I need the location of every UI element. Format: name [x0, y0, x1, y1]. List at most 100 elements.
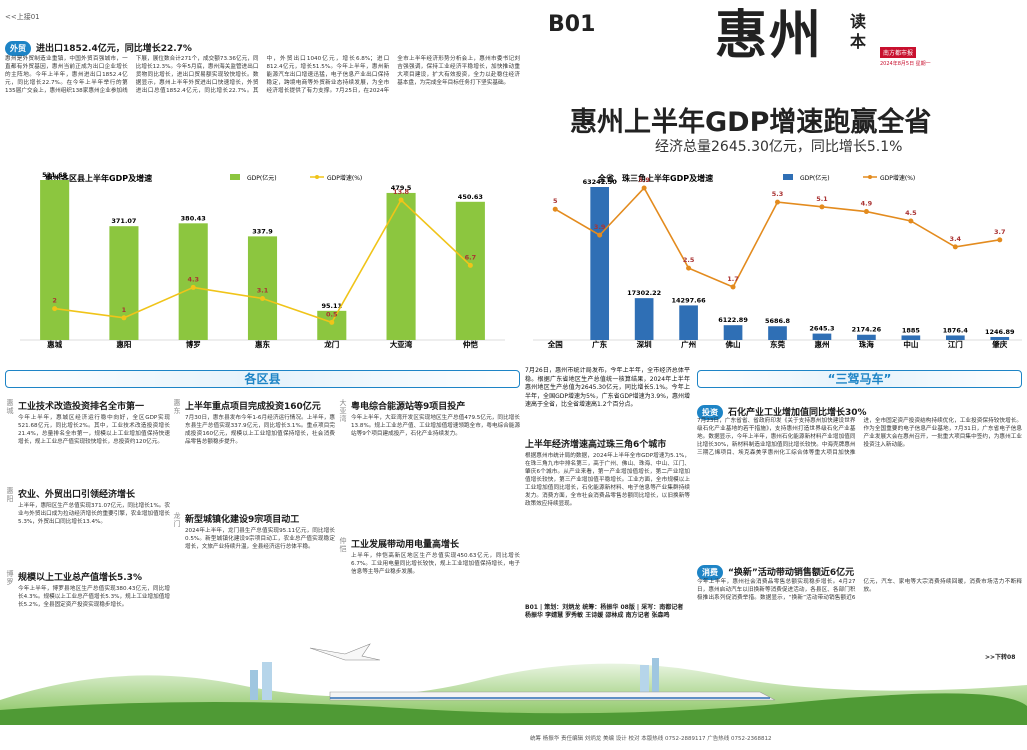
district-area: 龙门 [173, 512, 181, 528]
x-tick-label: 惠东 [255, 339, 270, 349]
x-tick-label: 肇庆 [991, 339, 1008, 349]
district-chart: 惠州各区县上半年GDP及增速 GDP(亿元) GDP增速(%) 惠城 惠阳 博罗 惠东 龙门 大… [20, 171, 505, 349]
chart-title: 惠州各区县上半年GDP及增速 [45, 173, 152, 183]
bar-value-label: 521.68 [42, 171, 68, 179]
growth-point [398, 197, 404, 203]
drivers-banner: “三驾马车” [697, 370, 1022, 388]
district-title: 工业技术改造投资排名全市第一 [18, 402, 145, 412]
credits: B01 | 策划：刘炳龙 统筹：杨振华 08版 | 采写：南都记者 杨振华 李婧… [525, 604, 684, 619]
bar [901, 335, 921, 340]
bar [317, 310, 347, 340]
consume-title: “换新”活动带动销售额近6亿元 [728, 568, 855, 578]
bar-value-label: 380.43 [181, 214, 206, 222]
growth-value-label: 1.7 [727, 275, 739, 283]
growth-value-label: 2 [52, 297, 57, 305]
district-body: 上半年，仲恺高新区地区生产总值实现450.63亿元，同比增长6.7%。工业用电量… [351, 553, 520, 575]
legend-swatch [783, 174, 793, 180]
bar-value-label: 1876.4 [943, 326, 969, 334]
district-area: 大亚湾 [339, 399, 347, 423]
x-tick-label: 江门 [948, 339, 963, 349]
growth-point [552, 206, 558, 212]
bar-value-label: 479.5 [391, 184, 412, 192]
x-tick-label: 大亚湾 [390, 339, 413, 349]
x-tick-label: 珠海 [859, 339, 875, 349]
district-body: 今年上半年，惠城区经济运行稳中向好，全区GDP实现521.68亿元，同比增长2%… [18, 415, 170, 445]
bar [857, 334, 876, 340]
district-banner: 各区县 [5, 370, 520, 388]
growth-point [863, 209, 869, 215]
legend-label: GDP增速(%) [880, 174, 915, 182]
district-item: 惠阳 农业、外贸出口引领经济增长 上半年，惠阳区生产总值实现371.07亿元，同比增… [5, 485, 170, 565]
growth-point [52, 306, 58, 312]
x-tick-label: 惠州 [814, 339, 829, 349]
jump-to: >>下转08 [985, 654, 1016, 661]
invest-title: 石化产业工业增加值同比增长30% [728, 408, 867, 418]
consume-body: 今年上半年，惠州社会消费品零售总额实现稳步增长。4月27日，惠州启动汽车以旧换新… [697, 579, 1022, 601]
bar [945, 335, 965, 340]
invest-body: 7月23日，广东省省、省政府印发《关于支持惠州加快建设世界级石化产业基地的若干措… [697, 418, 1022, 456]
growth-point [952, 244, 958, 250]
district-item: 惠城 工业技术改造投资排名全市第一 今年上半年，惠城区经济运行稳中向好，全区GDP实… [5, 397, 170, 479]
district-body: 2024年上半年，龙门县生产总值实现95.11亿元，同比增长0.5%。新型城镇化… [185, 528, 335, 550]
economy-title: 上半年经济增速高过珠三角6个城市 [525, 440, 667, 450]
legend-label: GDP(亿元) [800, 174, 830, 182]
district-title: 新型城镇化建设9宗项目动工 [185, 515, 300, 525]
district-body: 今年上半年，博罗县地区生产总值实现380.43亿元，同比增长4.3%。规模以上工… [18, 586, 170, 608]
growth-point [819, 204, 825, 210]
bar-value-label: 1246.89 [985, 328, 1015, 336]
economy-intro: 7月26日，惠州市统计局发布，今年上半年，全市经济总体平稳。根据广东省地区生产总… [525, 367, 690, 408]
bar-value-label: 337.9 [252, 227, 273, 235]
bar-value-label: 17302.22 [627, 289, 661, 297]
district-area: 惠东 [173, 399, 181, 415]
district-item: 大亚湾 粤电综合能源站等9项目投产 今年上半年，大亚湾开发区实现地区生产总值479.… [338, 397, 520, 530]
bar-value-label: 2174.26 [852, 326, 882, 334]
district-item: 博罗 规模以上工业总产值增长5.3% 今年上半年，博罗县地区生产总值实现380.43… [5, 568, 170, 640]
date: 2024年8月5日 星期一 [880, 61, 931, 67]
bar [109, 226, 139, 340]
masthead: 惠州 [715, 6, 824, 66]
bar-value-label: 1885 [902, 326, 921, 334]
paper-name: 南方都市报 [880, 47, 917, 58]
consume-heading: 消费 “换新”活动带动销售额近6亿元 [697, 560, 854, 580]
x-tick-label: 仲恺 [463, 339, 478, 349]
growth-value-label: 1 [122, 306, 127, 314]
region-chart: 全省、珠三角上半年GDP及增速 GDP(亿元) GDP增速(%) 全国 广东 深圳 广州 佛山… [533, 173, 1022, 349]
x-tick-label: 深圳 [637, 339, 652, 349]
invest-heading: 投资 石化产业工业增加值同比增长30% [697, 400, 867, 420]
growth-value-label: 5 [553, 197, 558, 205]
growth-point [597, 232, 603, 238]
chart-title: 全省、珠三角上半年GDP及增速 [597, 173, 713, 183]
growth-point [190, 284, 196, 290]
trade-title: 进出口1852.4亿元，同比增长22.7% [36, 44, 192, 54]
growth-value-label: 5.3 [772, 190, 784, 198]
growth-point [775, 199, 780, 205]
growth-point [686, 265, 692, 271]
trade-heading: 外贸 进出口1852.4亿元，同比增长22.7% [5, 36, 192, 56]
bar-value-label: 371.07 [111, 217, 136, 225]
legend-swatch [315, 175, 319, 179]
district-title: 粤电综合能源站等9项目投产 [351, 402, 466, 412]
growth-value-label: 3.4 [950, 235, 962, 243]
bar [768, 326, 787, 340]
x-tick-label: 广州 [681, 339, 696, 349]
x-tick-label: 惠城 [47, 339, 62, 349]
jump-from: <<上接01 [5, 13, 40, 21]
illustration [0, 643, 1027, 725]
bar [723, 325, 743, 340]
district-body: 7月30日，惠东县发布今年1-6月经济运行情况。上半年，惠东县生产总值实现337… [185, 415, 335, 445]
x-tick-label: 广东 [592, 339, 607, 349]
bar [812, 333, 832, 340]
x-tick-label: 博罗 [186, 339, 201, 349]
growth-point [260, 295, 265, 301]
growth-value-label: 13.8 [393, 188, 410, 196]
bar [455, 201, 485, 340]
bar [990, 336, 1010, 340]
invest-tag: 投资 [697, 405, 723, 420]
growth-value-label: 6.7 [465, 253, 477, 261]
bar [178, 223, 208, 340]
bar [679, 305, 698, 340]
district-title: 规模以上工业总产值增长5.3% [18, 573, 142, 583]
headline: 惠州上半年GDP增速跑赢全省 [570, 107, 932, 138]
district-title: 工业发展带动用电量高增长 [351, 540, 460, 550]
